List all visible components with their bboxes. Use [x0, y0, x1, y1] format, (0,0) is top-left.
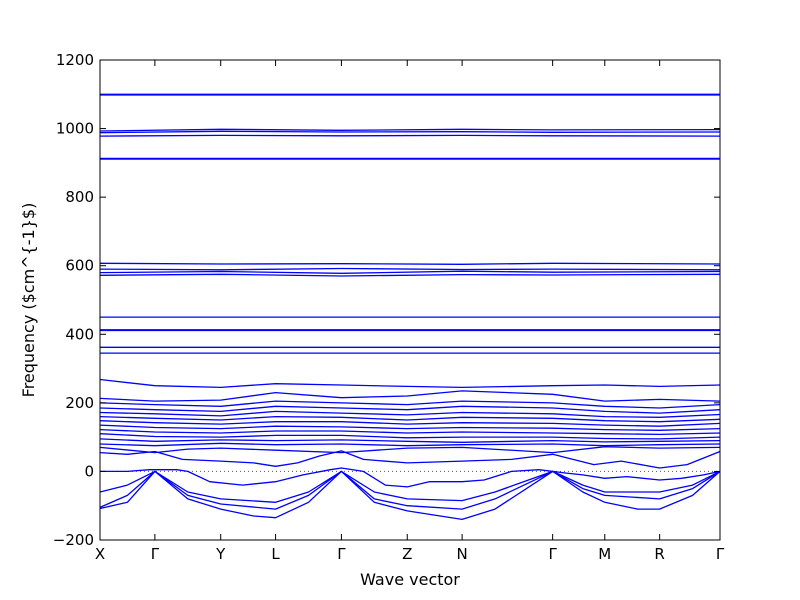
- band-line: [99, 267, 721, 271]
- band-line: [99, 130, 721, 134]
- band-series: [99, 93, 721, 521]
- band-line: [99, 400, 721, 409]
- y-tick-label: 200: [65, 394, 94, 412]
- x-tick-label: Γ: [337, 545, 346, 563]
- y-tick-label: 0: [84, 462, 94, 480]
- x-tick-label: M: [598, 545, 611, 563]
- band-line: [99, 470, 721, 521]
- band-line: [99, 378, 721, 389]
- band-line: [99, 446, 721, 454]
- plot-frame: [99, 59, 721, 541]
- band-line: [99, 273, 721, 277]
- band-line: [99, 270, 721, 274]
- band-line: [99, 420, 721, 427]
- band-line: [99, 424, 721, 431]
- band-line: [100, 467, 721, 488]
- x-tick-label: L: [271, 545, 280, 563]
- band-line: [99, 433, 721, 440]
- x-tick-label: Z: [402, 545, 412, 563]
- band-line: [99, 470, 721, 503]
- x-tick-label: Γ: [548, 545, 557, 563]
- x-tick-label: N: [457, 545, 468, 563]
- y-ticks: −200 0 200 400 600 800 1000 1200: [53, 51, 720, 549]
- x-tick-label: R: [654, 545, 664, 563]
- x-tick-label: X: [95, 545, 105, 563]
- band-line: [99, 134, 721, 137]
- axes: [99, 59, 721, 541]
- x-tick-label: Γ: [716, 545, 725, 563]
- band-line: [99, 405, 721, 414]
- band-line: [99, 428, 721, 436]
- band-line: [99, 415, 721, 423]
- x-axis-title: Wave vector: [360, 570, 460, 589]
- band-line: [99, 450, 721, 469]
- band-line: [99, 410, 721, 418]
- x-tick-label: Γ: [151, 545, 160, 563]
- band-line: [99, 438, 721, 443]
- band-line: [99, 470, 721, 510]
- y-tick-label: −200: [53, 531, 94, 549]
- y-tick-label: 600: [65, 257, 94, 275]
- y-axis-title: Frequency ($cm^{-1}$): [19, 203, 38, 398]
- band-line: [99, 262, 721, 265]
- band-line: [99, 128, 721, 132]
- y-tick-label: 400: [65, 325, 94, 343]
- y-tick-label: 1000: [56, 120, 94, 138]
- band-line: [99, 390, 721, 402]
- x-tick-label: Y: [215, 545, 226, 563]
- band-line: [99, 442, 721, 447]
- y-tick-label: 800: [65, 188, 94, 206]
- y-tick-label: 1200: [56, 51, 94, 69]
